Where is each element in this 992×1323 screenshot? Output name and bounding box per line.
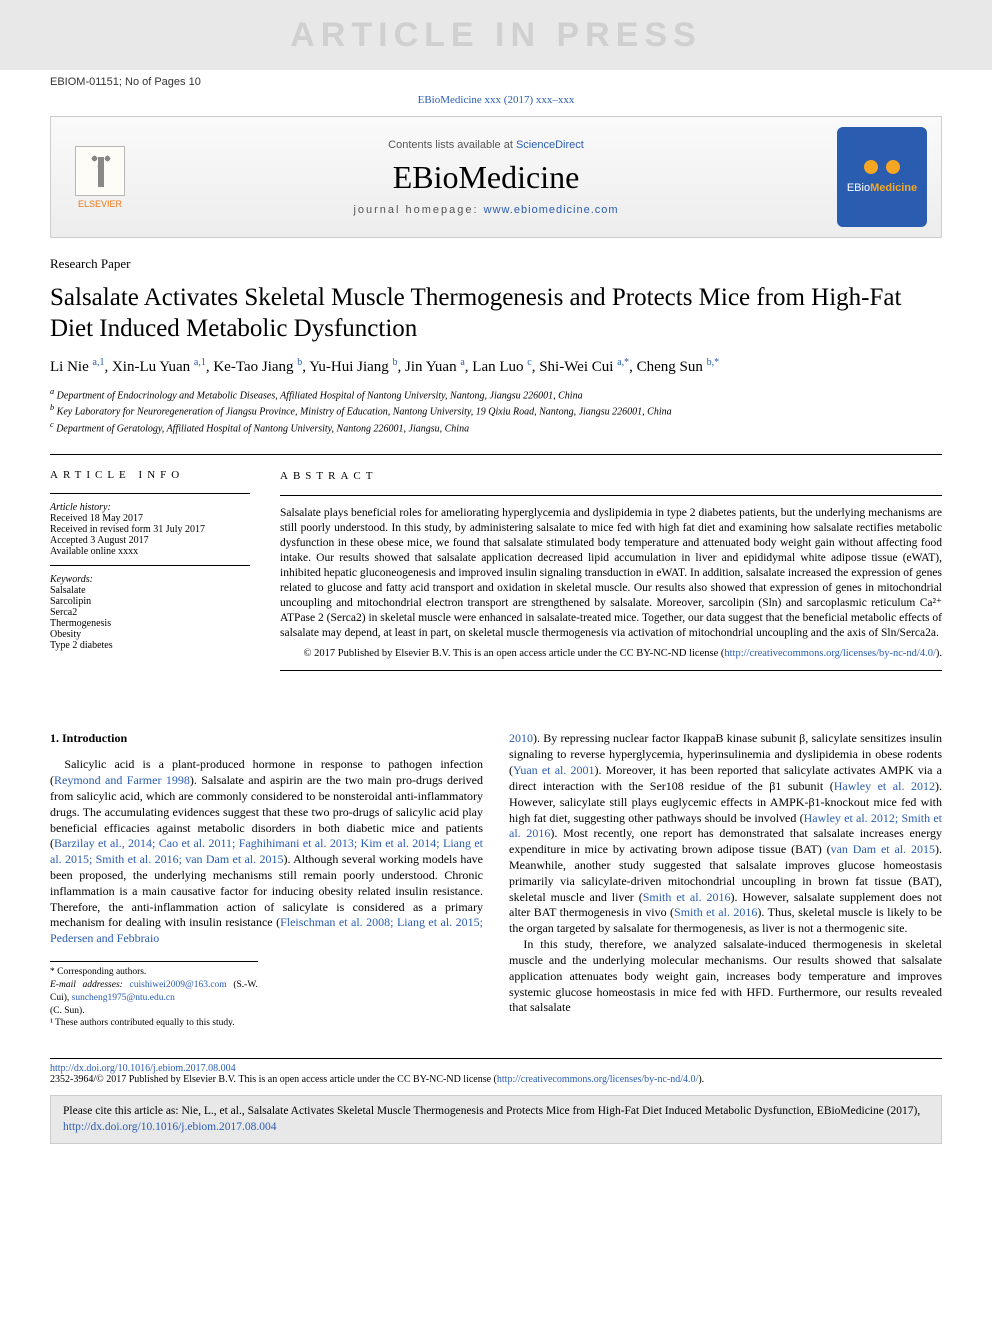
affiliation-b: b Key Laboratory for Neuroregeneration o…: [50, 402, 942, 419]
content-area: Research Paper Salsalate Activates Skele…: [0, 238, 992, 1040]
copyright-close: ).: [936, 648, 942, 659]
equal-contrib: ¹ These authors contributed equally to t…: [50, 1017, 258, 1030]
homepage-link[interactable]: www.ebiomedicine.com: [484, 204, 619, 216]
watermark-bar: ARTICLE IN PRESS: [0, 0, 992, 70]
ref-link[interactable]: Smith et al. 2016: [643, 890, 731, 904]
affiliation-a: a Department of Endocrinology and Metabo…: [50, 386, 942, 403]
info-abstract-row: ARTICLE INFO Article history: Received 1…: [50, 454, 942, 671]
t: ).: [698, 1074, 704, 1085]
affiliation-a-text: Department of Endocrinology and Metaboli…: [57, 390, 583, 401]
email-link[interactable]: suncheng1975@ntu.edu.cn: [72, 993, 175, 1003]
abstract-heading: ABSTRACT: [280, 469, 942, 483]
elsevier-tree-icon: [75, 146, 125, 196]
badge-dots-icon: [864, 160, 900, 174]
keyword: Salsalate: [50, 585, 250, 596]
affiliation-b-text: Key Laboratory for Neuroregeneration of …: [57, 407, 672, 418]
affiliation-c: c Department of Geratology, Affiliated H…: [50, 419, 942, 436]
contents-line: Contents lists available at ScienceDirec…: [135, 139, 837, 151]
elsevier-label: ELSEVIER: [65, 199, 135, 209]
history-accepted: Accepted 3 August 2017: [50, 535, 250, 546]
abstract: ABSTRACT Salsalate plays beneficial role…: [280, 469, 942, 671]
elsevier-logo[interactable]: ELSEVIER: [65, 146, 135, 209]
doi-bar: http://dx.doi.org/10.1016/j.ebiom.2017.0…: [50, 1058, 942, 1085]
doi-link[interactable]: http://dx.doi.org/10.1016/j.ebiom.2017.0…: [50, 1063, 236, 1074]
homepage-line: journal homepage: www.ebiomedicine.com: [135, 204, 837, 216]
emails: E-mail addresses: cuishiwei2009@163.com …: [50, 979, 258, 1005]
homepage-prefix: journal homepage:: [353, 204, 483, 216]
copyright-text: © 2017 Published by Elsevier B.V. This i…: [304, 648, 725, 659]
license-link[interactable]: http://creativecommons.org/licenses/by-n…: [724, 648, 936, 659]
ref-link[interactable]: van Dam et al. 2015: [831, 842, 935, 856]
intro-para-1-cont: 2010). By repressing nuclear factor Ikap…: [509, 731, 942, 937]
abstract-text: Salsalate plays beneficial roles for ame…: [280, 506, 942, 640]
journal-name: EBioMedicine: [135, 159, 837, 196]
keyword: Serca2: [50, 607, 250, 618]
history-received: Received 18 May 2017: [50, 513, 250, 524]
corr-authors: * Corresponding authors.: [50, 966, 258, 979]
article-info-heading: ARTICLE INFO: [50, 469, 250, 481]
keyword: Obesity: [50, 629, 250, 640]
copyright: © 2017 Published by Elsevier B.V. This i…: [280, 647, 942, 661]
badge-text-a: EBio: [847, 182, 870, 194]
affiliations: a Department of Endocrinology and Metabo…: [50, 386, 942, 436]
contents-prefix: Contents lists available at: [388, 139, 516, 151]
affiliation-c-text: Department of Geratology, Affiliated Hos…: [56, 423, 469, 434]
keywords-label: Keywords:: [50, 574, 250, 585]
cite-text: Please cite this article as: Nie, L., et…: [63, 1105, 920, 1117]
column-right: 2010). By repressing nuclear factor Ikap…: [509, 731, 942, 1030]
column-left: 1. Introduction Salicylic acid is a plan…: [50, 731, 483, 1030]
masthead: ELSEVIER Contents lists available at Sci…: [50, 116, 942, 238]
sciencedirect-link[interactable]: ScienceDirect: [516, 139, 584, 151]
ref-link[interactable]: Smith et al. 2016: [674, 905, 757, 919]
ref-link[interactable]: Yuan et al. 2001: [513, 763, 595, 777]
email-label: E-mail addresses:: [50, 980, 130, 990]
email-who2: (C. Sun).: [50, 1005, 258, 1018]
ref-link[interactable]: 2010: [509, 731, 533, 745]
citation-top: EBioMedicine xxx (2017) xxx–xxx: [0, 90, 992, 116]
article-info: ARTICLE INFO Article history: Received 1…: [50, 469, 250, 671]
keyword: Type 2 diabetes: [50, 640, 250, 651]
watermark-text: ARTICLE IN PRESS: [290, 16, 701, 55]
badge-text: EBioMedicine: [847, 182, 917, 194]
intro-heading: 1. Introduction: [50, 731, 483, 747]
email-link[interactable]: cuishiwei2009@163.com: [130, 980, 227, 990]
license-link[interactable]: http://creativecommons.org/licenses/by-n…: [497, 1074, 698, 1085]
badge-text-b: Medicine: [870, 182, 917, 194]
cite-box: Please cite this article as: Nie, L., et…: [50, 1095, 942, 1144]
citation-top-link[interactable]: EBioMedicine xxx (2017) xxx–xxx: [418, 94, 575, 106]
body-columns: 1. Introduction Salicylic acid is a plan…: [50, 731, 942, 1030]
article-type: Research Paper: [50, 256, 942, 272]
ref-link[interactable]: Hawley et al. 2012: [834, 779, 935, 793]
article-id: EBIOM-01151; No of Pages 10: [0, 70, 992, 90]
footnotes: * Corresponding authors. E-mail addresse…: [50, 961, 258, 1030]
masthead-center: Contents lists available at ScienceDirec…: [135, 139, 837, 216]
intro-para-2: In this study, therefore, we analyzed sa…: [509, 937, 942, 1016]
authors: Li Nie a,1, Xin-Lu Yuan a,1, Ke-Tao Jian…: [50, 357, 942, 376]
article-title: Salsalate Activates Skeletal Muscle Ther…: [50, 282, 942, 345]
history-label: Article history:: [50, 502, 250, 513]
intro-para-1: Salicylic acid is a plant-produced hormo…: [50, 757, 483, 947]
t: 2352-3964/© 2017 Published by Elsevier B…: [50, 1074, 497, 1085]
history-revised: Received in revised form 31 July 2017: [50, 524, 250, 535]
history-online: Available online xxxx: [50, 546, 250, 557]
cite-doi-link[interactable]: http://dx.doi.org/10.1016/j.ebiom.2017.0…: [63, 1121, 277, 1133]
issn-line: 2352-3964/© 2017 Published by Elsevier B…: [50, 1074, 942, 1085]
keyword: Sarcolipin: [50, 596, 250, 607]
ref-link[interactable]: Reymond and Farmer 1998: [54, 773, 190, 787]
keyword: Thermogenesis: [50, 618, 250, 629]
journal-cover-badge: EBioMedicine: [837, 127, 927, 227]
